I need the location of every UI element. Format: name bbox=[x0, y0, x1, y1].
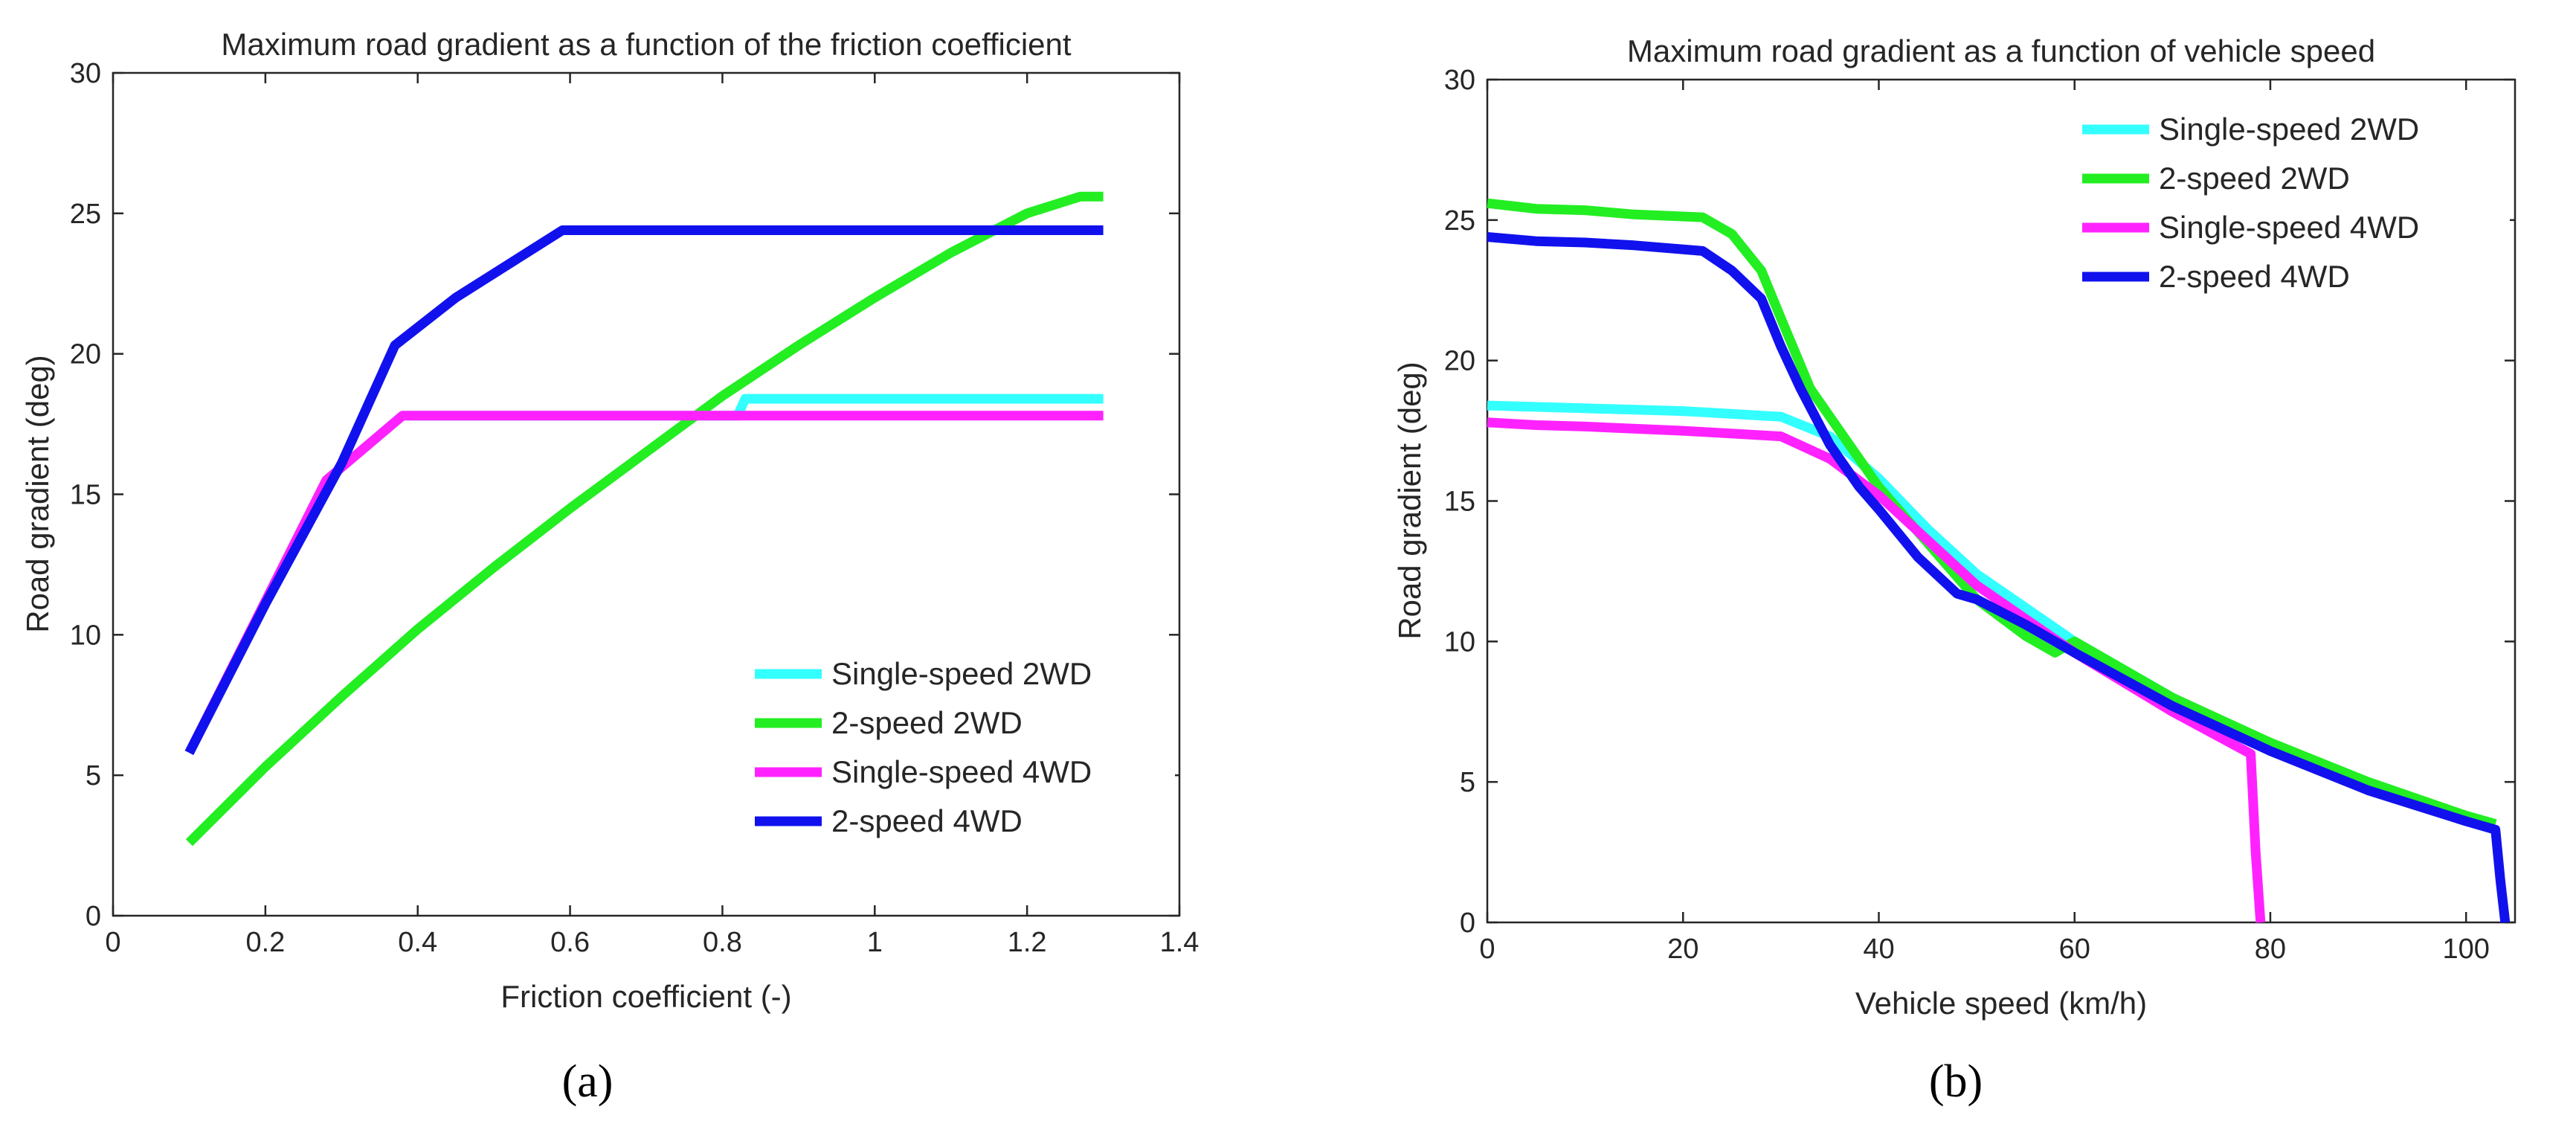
panel-b-x-tick-label: 20 bbox=[1667, 934, 1698, 965]
panel-a-x-tick-label: 0.6 bbox=[550, 927, 590, 958]
panel-b-series-2-speed-4wd bbox=[1487, 232, 2511, 923]
panel-b-series bbox=[1487, 198, 2511, 923]
panel-a: Maximum road gradient as a function of t… bbox=[20, 27, 1199, 1107]
panel-a-x-tick-label: 0.8 bbox=[703, 927, 742, 958]
panel-a-legend-label-single-speed-2wd: Single-speed 2WD bbox=[831, 656, 1092, 691]
panel-a-y-tick-label: 30 bbox=[70, 58, 101, 89]
panel-a-x-axis-label: Friction coefficient (-) bbox=[500, 979, 791, 1014]
panel-a-ticks: 0 0.2 0.4 0.6 0.8 1 1.2 1.4 0 5 10 15 20 25 30 bbox=[70, 58, 1200, 958]
panel-a-y-tick-label: 25 bbox=[70, 199, 101, 230]
panel-a-y-axis-label: Road gradient (deg) bbox=[20, 355, 55, 633]
panel-a-legend-label-2-speed-4wd: 2-speed 4WD bbox=[831, 803, 1023, 838]
panel-a-y-tick-label: 0 bbox=[86, 901, 101, 932]
panel-a-x-tick-label: 0 bbox=[105, 927, 120, 958]
panel-b: Maximum road gradient as a function of v… bbox=[1392, 33, 2517, 1107]
panel-b-series-2-speed-2wd bbox=[1487, 198, 2497, 829]
panel-b-legend-label-2-speed-2wd: 2-speed 2WD bbox=[2159, 161, 2350, 196]
panel-b-y-tick-label: 0 bbox=[1460, 908, 1475, 939]
panel-b-y-tick-label: 10 bbox=[1444, 626, 1475, 658]
panel-b-y-tick-label: 30 bbox=[1444, 65, 1475, 96]
panel-b-legend: Single-speed 2WD 2-speed 2WD Single-spee… bbox=[2064, 98, 2510, 306]
panel-b-title: Maximum road gradient as a function of v… bbox=[1627, 33, 2375, 68]
panel-b-y-tick-label: 5 bbox=[1460, 767, 1475, 798]
panel-b-legend-label-2-speed-4wd: 2-speed 4WD bbox=[2159, 259, 2350, 294]
panel-a-x-tick-label: 1.4 bbox=[1160, 927, 1200, 958]
panel-a-x-tick-label: 0.2 bbox=[245, 927, 285, 958]
panel-a-series bbox=[184, 191, 1104, 847]
panel-b-x-tick-label: 100 bbox=[2442, 934, 2489, 965]
panel-a-y-tick-label: 20 bbox=[70, 339, 101, 370]
panel-b-y-tick-label: 25 bbox=[1444, 205, 1475, 237]
panel-a-x-tick-label: 1.2 bbox=[1008, 927, 1047, 958]
panel-a-legend-box bbox=[736, 646, 1175, 847]
panel-b-x-tick-label: 0 bbox=[1479, 934, 1495, 965]
panel-b-legend-label-single-speed-4wd: Single-speed 4WD bbox=[2159, 210, 2419, 245]
panel-b-y-tick-label: 20 bbox=[1444, 346, 1475, 377]
panel-b-y-tick-label: 15 bbox=[1444, 486, 1475, 518]
panel-a-x-tick-label: 0.4 bbox=[398, 927, 437, 958]
panel-a-series-2-speed-2wd bbox=[185, 191, 1104, 847]
panel-b-x-tick-label: 40 bbox=[1863, 934, 1894, 965]
panel-a-label: (a) bbox=[562, 1056, 614, 1107]
panel-b-x-tick-label: 60 bbox=[2059, 934, 2090, 965]
panel-b-ticks: 0 20 40 60 80 100 0 5 10 15 20 25 30 bbox=[1444, 65, 2515, 965]
panel-a-legend-label-2-speed-2wd: 2-speed 2WD bbox=[831, 705, 1023, 740]
panel-b-x-axis-label: Vehicle speed (km/h) bbox=[1855, 986, 2147, 1021]
panel-a-title: Maximum road gradient as a function of t… bbox=[221, 27, 1071, 62]
panel-b-legend-label-single-speed-2wd: Single-speed 2WD bbox=[2159, 112, 2419, 147]
panel-a-y-tick-label: 5 bbox=[86, 760, 101, 791]
panel-a-legend: Single-speed 2WD 2-speed 2WD Single-spee… bbox=[736, 646, 1175, 847]
panel-a-legend-label-single-speed-4wd: Single-speed 4WD bbox=[831, 754, 1092, 789]
panel-b-series-single-speed-4wd bbox=[1487, 417, 2266, 923]
panel-b-label: (b) bbox=[1929, 1056, 1983, 1107]
panel-b-x-tick-label: 80 bbox=[2255, 934, 2286, 965]
panel-a-y-tick-label: 15 bbox=[70, 480, 101, 511]
panel-a-y-tick-label: 10 bbox=[70, 620, 101, 651]
panel-a-x-tick-label: 1 bbox=[867, 927, 883, 958]
panel-b-y-axis-label: Road gradient (deg) bbox=[1392, 362, 1427, 640]
panel-a-series-2-speed-4wd bbox=[184, 225, 1104, 755]
